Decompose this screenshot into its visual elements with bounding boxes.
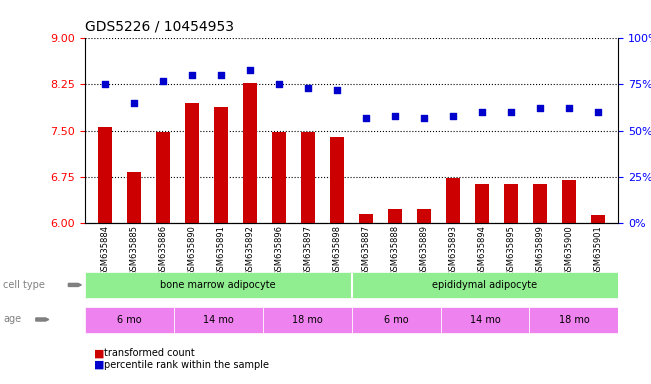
FancyBboxPatch shape xyxy=(85,307,174,333)
Point xyxy=(564,105,574,111)
Text: cell type: cell type xyxy=(3,280,45,290)
Text: GSM635896: GSM635896 xyxy=(275,225,283,276)
Text: age: age xyxy=(3,314,21,324)
Bar xyxy=(504,184,518,223)
Point xyxy=(593,109,603,115)
Point xyxy=(215,72,226,78)
Bar xyxy=(533,184,547,223)
Text: 18 mo: 18 mo xyxy=(559,314,589,325)
Point xyxy=(245,67,255,73)
Point xyxy=(361,114,371,121)
Point xyxy=(274,81,284,88)
Text: 14 mo: 14 mo xyxy=(469,314,501,325)
Bar xyxy=(591,215,605,223)
Text: GSM635897: GSM635897 xyxy=(303,225,312,276)
Text: GSM635890: GSM635890 xyxy=(187,225,197,276)
Text: ■: ■ xyxy=(94,348,105,358)
Text: GSM635887: GSM635887 xyxy=(361,225,370,276)
Bar xyxy=(185,103,199,223)
Bar xyxy=(271,132,286,223)
Bar xyxy=(127,172,141,223)
Point xyxy=(477,109,488,115)
Point xyxy=(535,105,546,111)
Text: 6 mo: 6 mo xyxy=(383,314,408,325)
FancyBboxPatch shape xyxy=(352,307,441,333)
Text: GDS5226 / 10454953: GDS5226 / 10454953 xyxy=(85,19,234,33)
FancyBboxPatch shape xyxy=(441,307,529,333)
Bar xyxy=(98,127,112,223)
Bar xyxy=(243,83,257,223)
Bar xyxy=(562,180,576,223)
Bar xyxy=(330,137,344,223)
Text: 18 mo: 18 mo xyxy=(292,314,322,325)
Point xyxy=(390,113,400,119)
Text: GSM635900: GSM635900 xyxy=(564,225,574,276)
Point xyxy=(100,81,110,88)
Text: percentile rank within the sample: percentile rank within the sample xyxy=(104,360,269,370)
Point xyxy=(129,100,139,106)
Text: ■: ■ xyxy=(94,360,105,370)
Text: bone marrow adipocyte: bone marrow adipocyte xyxy=(160,280,276,290)
FancyBboxPatch shape xyxy=(262,307,352,333)
Text: GSM635898: GSM635898 xyxy=(333,225,342,276)
Bar xyxy=(417,209,432,223)
Text: GSM635888: GSM635888 xyxy=(391,225,400,276)
Text: epididymal adipocyte: epididymal adipocyte xyxy=(432,280,538,290)
FancyBboxPatch shape xyxy=(529,307,618,333)
Text: GSM635889: GSM635889 xyxy=(420,225,428,276)
Point xyxy=(187,72,197,78)
Bar xyxy=(446,179,460,223)
Text: GSM635886: GSM635886 xyxy=(158,225,167,276)
Bar xyxy=(359,214,373,223)
Bar xyxy=(156,132,170,223)
Text: 6 mo: 6 mo xyxy=(117,314,141,325)
FancyBboxPatch shape xyxy=(174,307,262,333)
FancyBboxPatch shape xyxy=(85,272,352,298)
Point xyxy=(448,113,458,119)
Bar xyxy=(388,209,402,223)
Bar xyxy=(214,107,229,223)
Point xyxy=(158,78,168,84)
Point xyxy=(303,85,313,91)
Text: GSM635893: GSM635893 xyxy=(449,225,458,276)
Text: GSM635901: GSM635901 xyxy=(594,225,603,276)
Bar xyxy=(475,184,490,223)
Bar xyxy=(301,132,315,223)
Point xyxy=(506,109,516,115)
Text: GSM635895: GSM635895 xyxy=(506,225,516,276)
FancyBboxPatch shape xyxy=(352,272,618,298)
Point xyxy=(419,114,429,121)
Text: GSM635891: GSM635891 xyxy=(217,225,225,276)
Text: GSM635899: GSM635899 xyxy=(536,225,545,276)
Text: GSM635892: GSM635892 xyxy=(245,225,255,276)
Text: GSM635885: GSM635885 xyxy=(130,225,139,276)
Point xyxy=(332,87,342,93)
Text: transformed count: transformed count xyxy=(104,348,195,358)
Text: GSM635884: GSM635884 xyxy=(100,225,109,276)
Text: 14 mo: 14 mo xyxy=(202,314,234,325)
Text: GSM635894: GSM635894 xyxy=(478,225,486,276)
